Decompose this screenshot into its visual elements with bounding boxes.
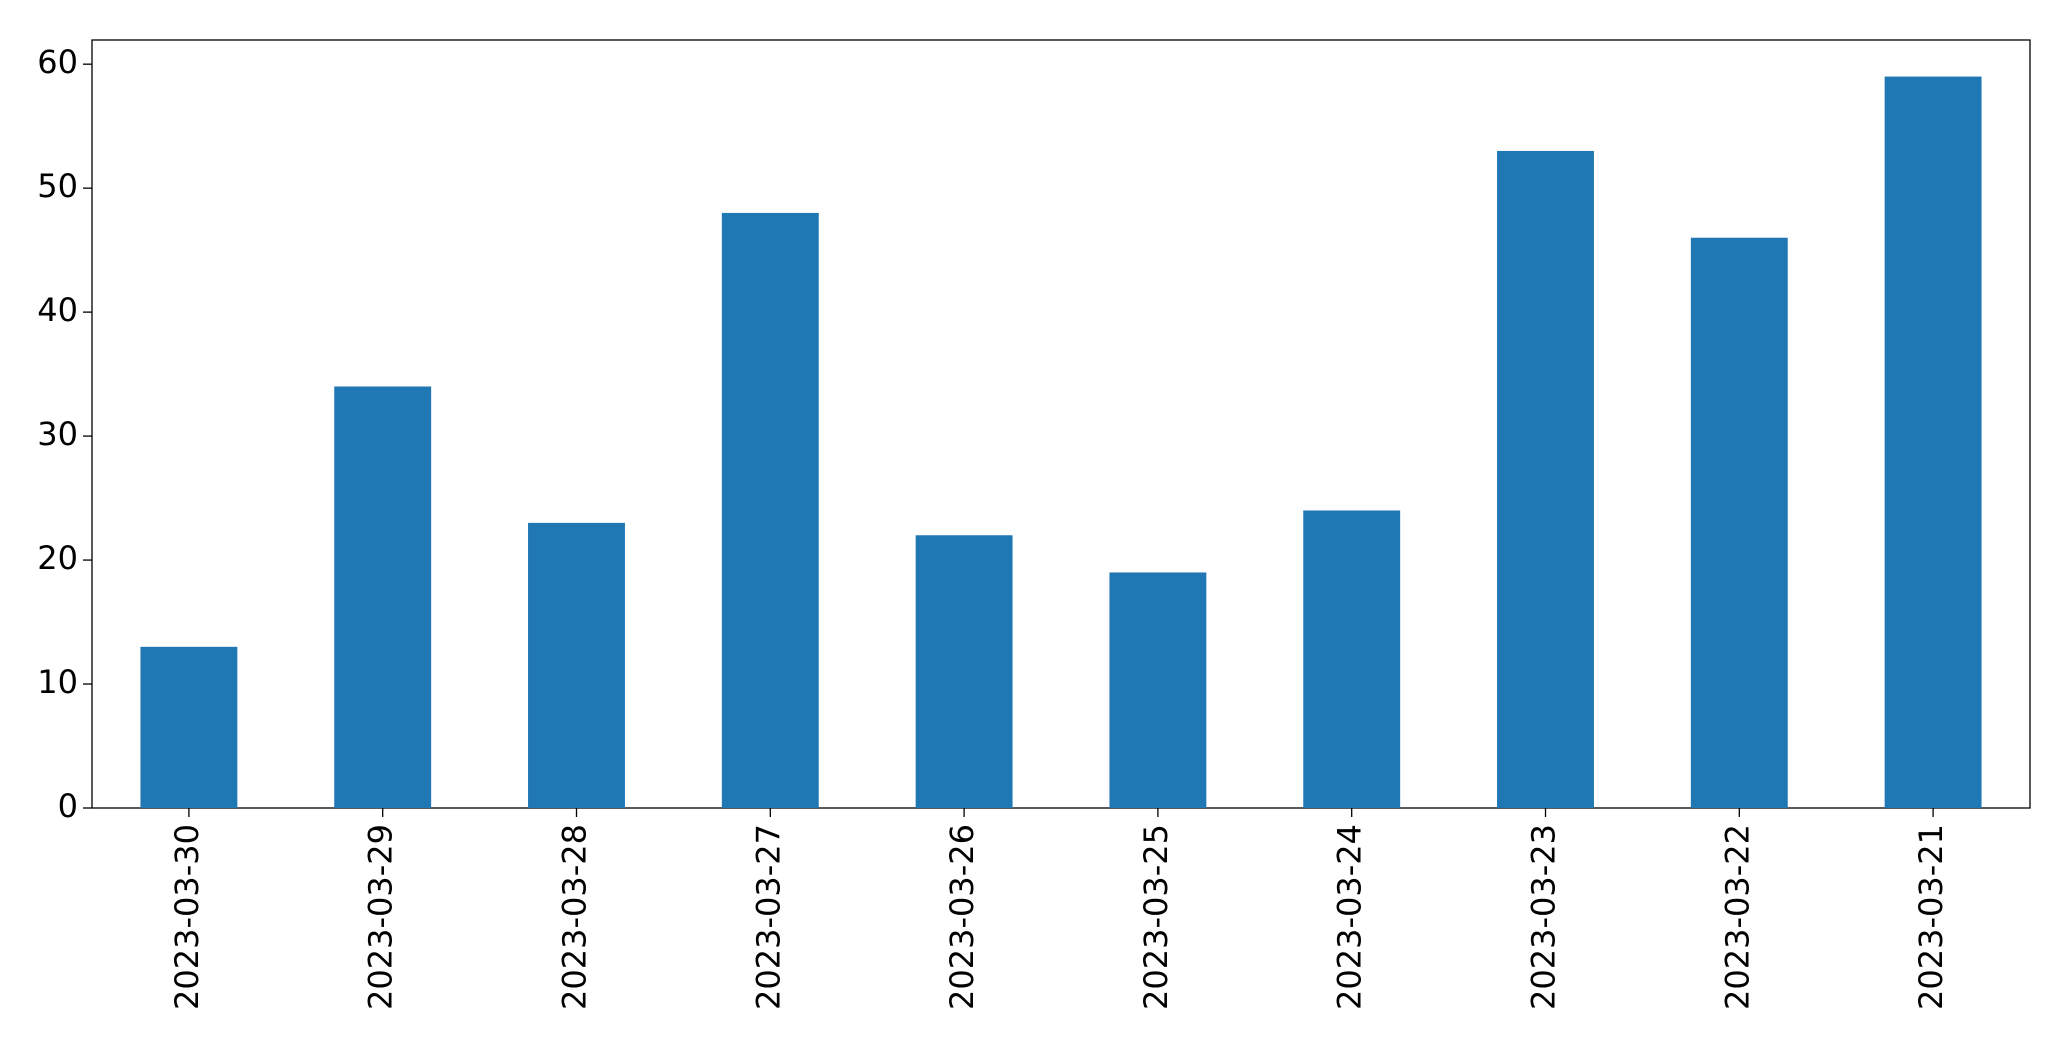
x-tick-label: 2023-03-27 — [749, 824, 787, 1010]
bar — [1303, 510, 1401, 808]
y-tick-label: 30 — [37, 415, 78, 453]
bar — [1690, 237, 1788, 809]
x-tick-label: 2023-03-21 — [1912, 824, 1950, 1010]
bar — [1497, 150, 1594, 809]
bar — [721, 212, 819, 809]
x-tick-label: 2023-03-29 — [362, 824, 400, 1010]
x-tick-label: 2023-03-26 — [943, 824, 981, 1010]
y-tick-label: 40 — [37, 291, 78, 329]
x-tick-label: 2023-03-23 — [1525, 824, 1563, 1010]
x-tick-label: 2023-03-22 — [1718, 824, 1756, 1010]
axes-frame — [91, 39, 2031, 809]
x-tick-label: 2023-03-30 — [168, 824, 206, 1010]
x-tick-label: 2023-03-24 — [1331, 824, 1369, 1010]
bar — [915, 535, 1013, 808]
y-tick-label: 20 — [37, 539, 78, 577]
bar — [528, 522, 625, 808]
x-tick-label: 2023-03-28 — [556, 824, 594, 1010]
y-tick-label: 60 — [37, 43, 78, 81]
bar — [1109, 572, 1207, 808]
y-tick-label: 50 — [37, 167, 78, 205]
bar — [334, 386, 432, 808]
y-tick-label: 0 — [58, 787, 78, 825]
bar — [140, 646, 238, 808]
y-tick-label: 10 — [37, 663, 78, 701]
x-tick-label: 2023-03-25 — [1137, 824, 1175, 1010]
bar — [1884, 76, 1982, 809]
